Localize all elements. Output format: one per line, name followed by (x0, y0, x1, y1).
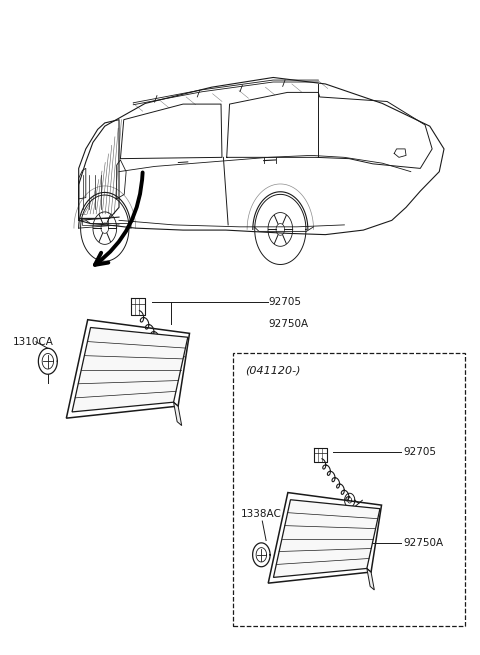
Text: 1338AC: 1338AC (241, 509, 282, 519)
Polygon shape (367, 569, 374, 590)
Polygon shape (174, 402, 182, 426)
Text: 92705: 92705 (268, 297, 301, 307)
Text: 92705: 92705 (404, 447, 437, 457)
Bar (233, 354, 466, 626)
Text: 92750A: 92750A (404, 538, 444, 548)
Bar (82, 218, 108, 225)
Text: (041120-): (041120-) (245, 365, 300, 375)
Text: 1310CA: 1310CA (13, 337, 54, 346)
Text: 92750A: 92750A (268, 319, 309, 329)
Polygon shape (274, 500, 380, 578)
Polygon shape (72, 328, 188, 412)
